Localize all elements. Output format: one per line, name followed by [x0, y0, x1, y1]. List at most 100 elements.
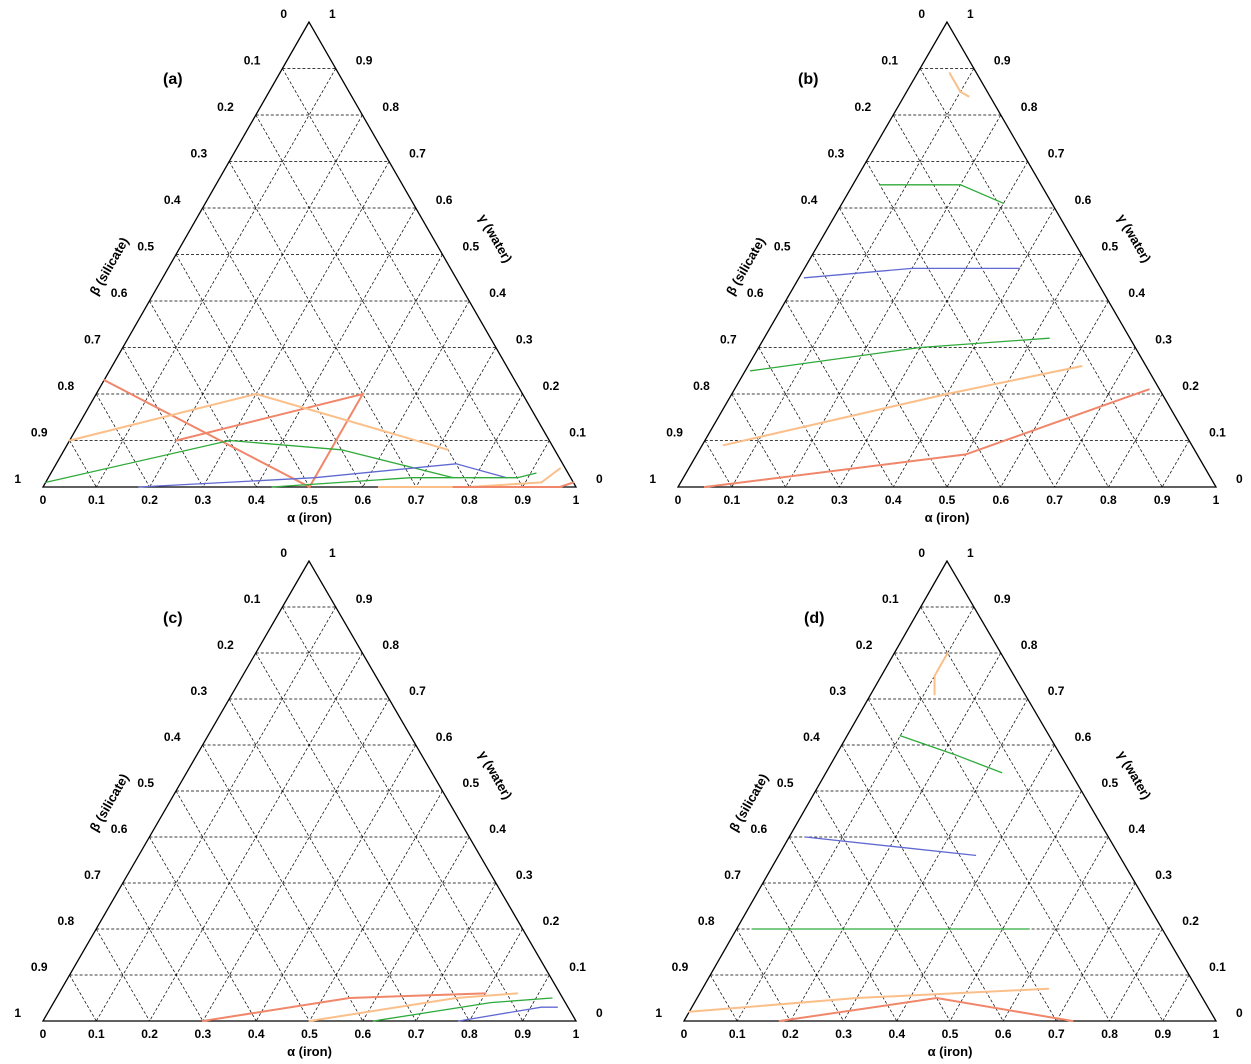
gamma-tick-label: 0.3	[516, 333, 533, 347]
grid-line	[812, 254, 948, 488]
ternary-panel: 0 0.1 0.2 0.3 0.4 0.5 0.6 0.7 0.8 0.9 1 0 0.1 0.2 0.3 0…	[655, 546, 1243, 1059]
beta-tick-label: 0.3	[191, 684, 208, 698]
beta-tick-label: 1	[649, 472, 656, 486]
beta-tick-label: 0.1	[882, 592, 899, 606]
gamma-tick-label: 0.1	[569, 960, 586, 974]
beta-tick-label: 0.6	[747, 286, 764, 300]
grid-line	[785, 300, 894, 488]
alpha-tick-label: 0.3	[831, 493, 848, 507]
data-curve-orange	[688, 987, 1050, 1013]
grid-line	[736, 606, 975, 1022]
alpha-tick-label: 0.4	[885, 493, 902, 507]
alpha-tick-label: 0.1	[729, 1027, 746, 1041]
alpha-tick-label: 0.9	[1154, 493, 1171, 507]
beta-tick-label: 0.4	[164, 193, 181, 207]
beta-tick-label: 0.4	[801, 193, 818, 207]
gamma-tick-label: 0.3	[516, 868, 533, 882]
alpha-tick-label: 1	[1213, 1027, 1220, 1041]
beta-tick-label: 0.6	[111, 286, 128, 300]
alpha-tick-label: 0.7	[1048, 1027, 1065, 1041]
grid-line	[894, 652, 1110, 1022]
panel-label: (d)	[804, 610, 824, 627]
beta-tick-label: 0.7	[724, 868, 741, 882]
gamma-tick-label: 0.5	[1102, 776, 1119, 790]
grid-line	[255, 207, 417, 488]
beta-tick-label: 0.2	[217, 100, 234, 114]
beta-tick-label: 0.9	[672, 960, 689, 974]
gamma-tick-label: 0	[596, 1006, 603, 1020]
beta-tick-label: 0.3	[191, 147, 208, 161]
grid-line	[415, 882, 497, 1022]
beta-tick-label: 0.8	[58, 379, 75, 393]
grid-line	[762, 882, 844, 1022]
triangle-frame	[682, 559, 1218, 1022]
panel-label: (b)	[798, 71, 818, 88]
grid-line	[892, 114, 1109, 488]
beta-tick-label: 0.7	[84, 868, 101, 882]
alpha-tick-label: 0.5	[301, 1027, 318, 1041]
gamma-tick-label: 0.2	[543, 379, 560, 393]
grid-line	[202, 698, 390, 1022]
beta-tick-label: 0.5	[137, 240, 154, 254]
grid-line	[69, 974, 97, 1022]
alpha-tick-label: 1	[573, 493, 580, 507]
alpha-tick-label: 0	[675, 493, 682, 507]
grid-line	[282, 606, 524, 1022]
gamma-tick-label: 0.6	[1075, 193, 1092, 207]
grid-line	[1054, 347, 1136, 488]
grid-line	[362, 300, 470, 488]
grid-line	[1056, 882, 1136, 1022]
grid-line	[149, 300, 257, 488]
grid-line	[309, 790, 443, 1022]
grid-line	[522, 440, 550, 488]
grid-line	[228, 161, 417, 488]
grid-line	[522, 974, 550, 1022]
beta-tick-label: 1	[14, 472, 21, 486]
data-curve-red	[201, 992, 487, 1022]
data-curve-green	[899, 735, 1003, 774]
alpha-tick-label: 1	[573, 1027, 580, 1041]
alpha-tick-label: 0.2	[782, 1027, 799, 1041]
gamma-tick-label: 0	[1236, 472, 1243, 486]
gamma-tick-label: 0	[1236, 1006, 1243, 1020]
beta-tick-label: 0.2	[217, 638, 234, 652]
gamma-tick-label: 0.6	[1075, 730, 1092, 744]
grid-line	[949, 790, 1082, 1022]
alpha-tick-label: 0.7	[408, 493, 425, 507]
alpha-tick-label: 0.7	[1046, 493, 1063, 507]
alpha-tick-label: 0.5	[939, 493, 956, 507]
gamma-axis-title: γ (water)	[1114, 211, 1154, 265]
panel-label: (c)	[163, 610, 183, 627]
alpha-tick-label: 0	[40, 1027, 47, 1041]
gamma-tick-label: 0.1	[1209, 426, 1226, 440]
alpha-tick-label: 0.4	[888, 1027, 905, 1041]
gamma-axis-title: γ (water)	[1114, 748, 1154, 802]
beta-tick-label: 0	[918, 546, 925, 560]
ternary-panel: 0 0.1 0.2 0.3 0.4 0.5 0.6 0.7 0.8 0.9 1 0 0.1 0.2 0.3 0…	[14, 7, 603, 525]
grid-line	[149, 114, 363, 488]
data-curve-blue	[458, 1006, 558, 1022]
gamma-tick-label: 1	[329, 546, 336, 560]
alpha-tick-label: 0.3	[195, 493, 212, 507]
grid-line	[149, 836, 257, 1022]
grid-line	[731, 68, 975, 488]
beta-tick-label: 0.4	[803, 730, 820, 744]
gamma-tick-label: 0.1	[569, 426, 586, 440]
alpha-axis-title: α (iron)	[925, 510, 970, 525]
gamma-tick-label: 0.9	[994, 54, 1011, 68]
gamma-tick-label: 0.5	[463, 240, 480, 254]
grid-line	[731, 393, 786, 488]
grid-line	[202, 161, 390, 488]
alpha-tick-label: 0.2	[777, 493, 794, 507]
beta-tick-label: 0.8	[58, 914, 75, 928]
gamma-tick-label: 0.5	[1102, 240, 1119, 254]
grid-line	[95, 606, 337, 1022]
grid-line	[709, 974, 738, 1022]
alpha-tick-label: 0.9	[514, 1027, 531, 1041]
gamma-tick-label: 0.5	[463, 776, 480, 790]
grid-line	[920, 606, 1164, 1022]
alpha-tick-label: 0.8	[461, 493, 478, 507]
alpha-tick-label: 0.5	[942, 1027, 959, 1041]
alpha-tick-label: 0.5	[301, 493, 318, 507]
beta-tick-label: 1	[655, 1006, 662, 1020]
